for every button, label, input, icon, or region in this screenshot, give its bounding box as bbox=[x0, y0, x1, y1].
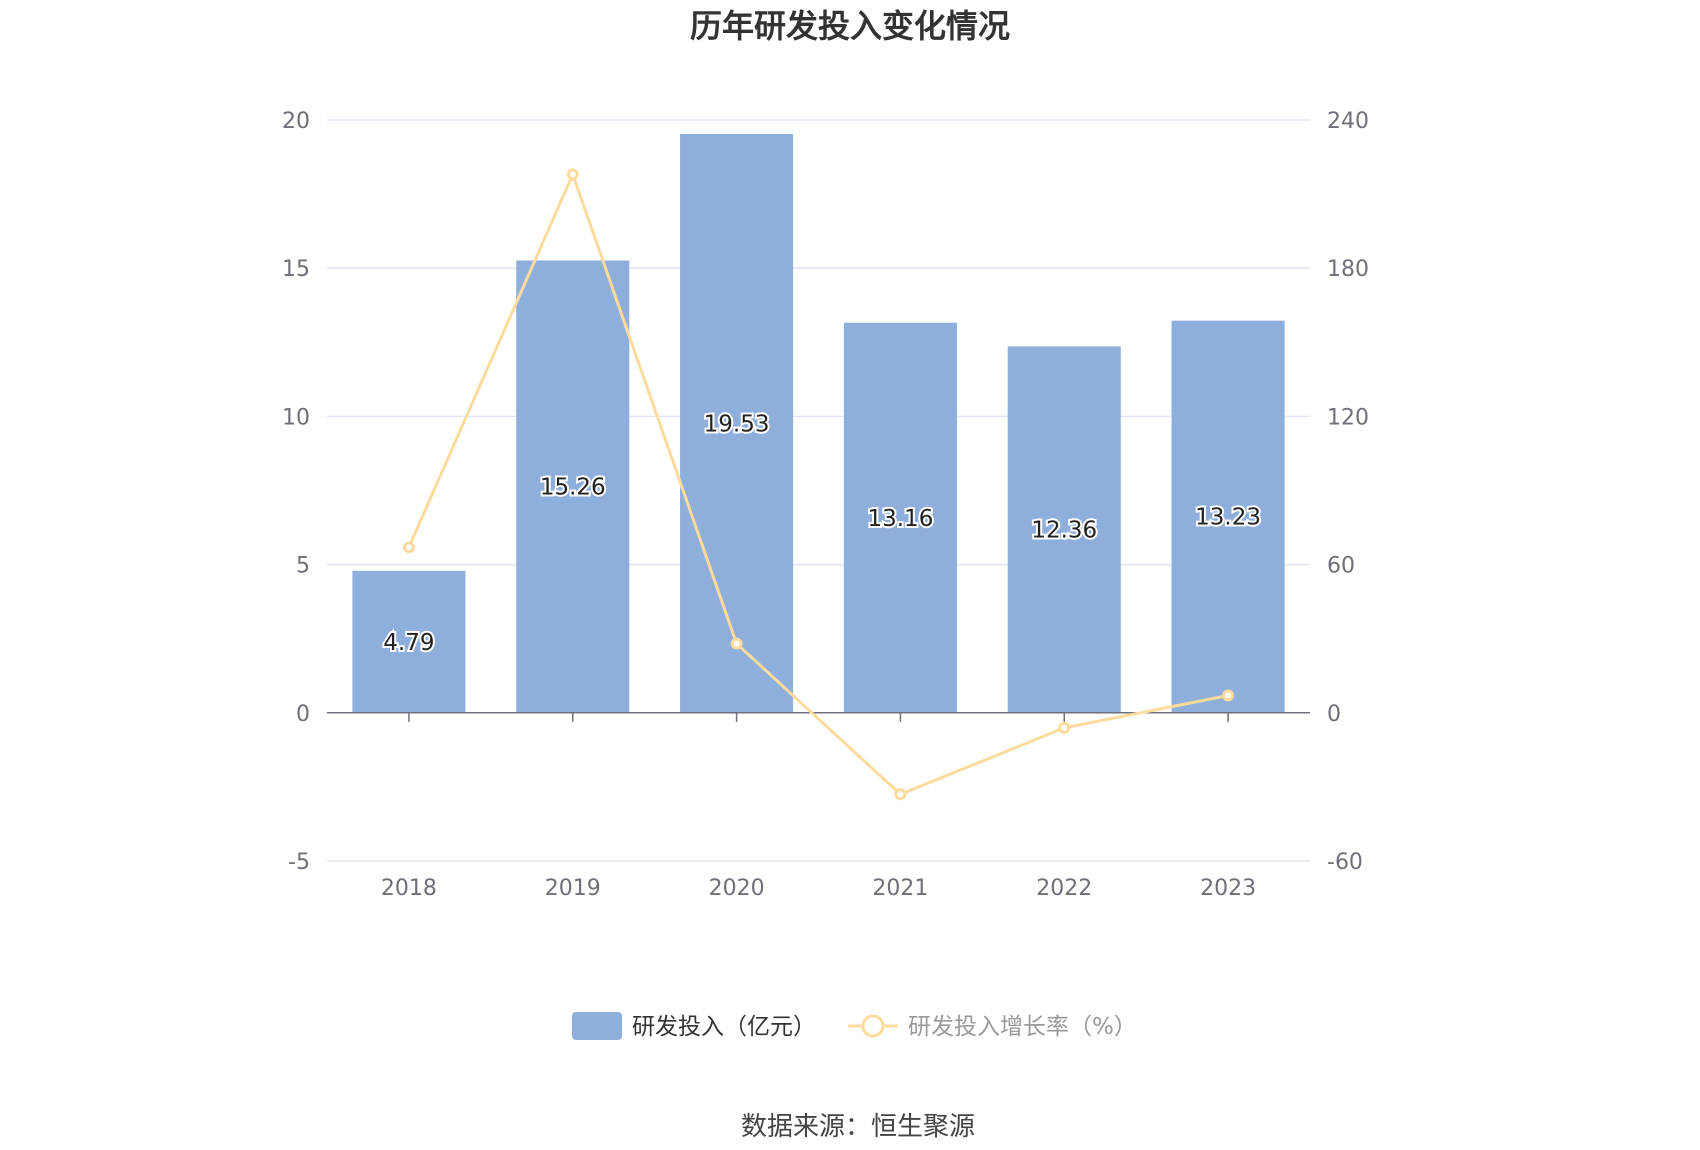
bar bbox=[680, 133, 794, 713]
x-tick-label: 2023 bbox=[1200, 876, 1256, 901]
y-left-tick-label: 15 bbox=[282, 257, 310, 282]
bar-layer bbox=[352, 133, 1285, 713]
y-right-tick-label: 60 bbox=[1327, 554, 1355, 579]
growth-rate-point bbox=[1222, 689, 1235, 702]
axis-layer: -5 0 5 10 15 20 -60 0 60 120 180 240 2018 2019 2020 202… bbox=[282, 109, 1369, 901]
bar-data-label: 19.53 bbox=[704, 411, 770, 437]
y-left-tick-label: 0 bbox=[296, 702, 310, 727]
legend[interactable]: 研发投入（亿元） 研发投入增长率（%） bbox=[572, 1012, 1137, 1040]
y-left-tick-label: -5 bbox=[288, 850, 310, 875]
growth-rate-line bbox=[407, 172, 1229, 796]
legend-item-growth-rate[interactable]: 研发投入增长率（%） bbox=[848, 1014, 1137, 1040]
x-tick-label: 2019 bbox=[545, 876, 601, 901]
y-right-tick-label: 240 bbox=[1327, 109, 1369, 134]
y-right-tick-label: 180 bbox=[1327, 257, 1369, 282]
bar-data-label: 4.79 bbox=[383, 630, 434, 656]
legend-swatch-marker bbox=[861, 1014, 885, 1038]
bar bbox=[1171, 320, 1285, 713]
x-tick-label: 2018 bbox=[381, 876, 437, 901]
y-right-tick-label: -60 bbox=[1327, 850, 1363, 875]
y-right-tick-label: 0 bbox=[1327, 702, 1341, 727]
bar bbox=[1007, 346, 1121, 713]
bar bbox=[516, 260, 630, 713]
y-right-tick-label: 120 bbox=[1327, 405, 1369, 430]
data-source: 数据来源：恒生聚源 bbox=[741, 1112, 975, 1142]
bar-data-label: 13.23 bbox=[1195, 505, 1261, 531]
bar-data-label: 13.16 bbox=[867, 506, 933, 532]
legend-label-rd-investment: 研发投入（亿元） bbox=[632, 1014, 816, 1040]
growth-rate-point bbox=[1058, 721, 1071, 734]
y-left-tick-label: 20 bbox=[282, 109, 310, 134]
bar-data-label: 12.36 bbox=[1031, 518, 1097, 544]
growth-rate-point bbox=[894, 788, 907, 801]
growth-rate-point bbox=[566, 168, 579, 181]
growth-rate-point bbox=[730, 637, 743, 650]
legend-swatch-bar bbox=[572, 1012, 622, 1040]
y-left-tick-label: 10 bbox=[282, 405, 310, 430]
x-tick-label: 2021 bbox=[872, 876, 928, 901]
y-left-tick-label: 5 bbox=[296, 554, 310, 579]
growth-rate-point bbox=[402, 541, 415, 554]
bar-data-label: 15.26 bbox=[540, 475, 606, 501]
label-layer: 4.79 15.26 19.53 13.16 12.36 13.23 bbox=[381, 409, 1263, 657]
bar bbox=[843, 322, 957, 713]
grid-layer bbox=[327, 119, 1310, 862]
x-tick-label: 2020 bbox=[709, 876, 765, 901]
x-tick-label: 2022 bbox=[1036, 876, 1092, 901]
legend-label-growth-rate: 研发投入增长率（%） bbox=[908, 1014, 1137, 1040]
chart-title: 历年研发投入变化情况 bbox=[690, 7, 1010, 45]
legend-item-rd-investment[interactable]: 研发投入（亿元） bbox=[572, 1012, 816, 1040]
line-layer bbox=[402, 168, 1235, 801]
bar bbox=[352, 570, 466, 713]
